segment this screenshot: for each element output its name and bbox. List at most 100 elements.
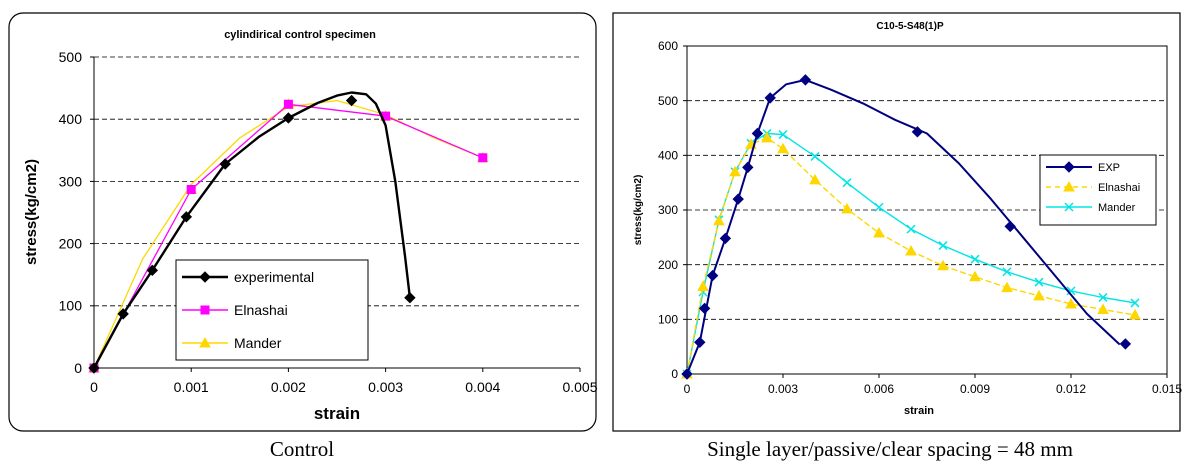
right-data-point-exp: [751, 127, 764, 140]
right-data-point-elnashai: [1097, 303, 1109, 314]
left-legend-marker-elnashai: [200, 305, 210, 315]
left-x-tick-label: 0.005: [562, 379, 597, 395]
left-legend-label-mander: Mander: [234, 335, 282, 351]
right-data-point-exp: [732, 193, 744, 205]
left-y-axis-label: stress(kg/cm2): [23, 159, 40, 265]
right-data-point-mander: [1002, 267, 1012, 277]
right-data-point-mander: [906, 224, 916, 234]
left-y-tick-label: 200: [59, 236, 83, 252]
left-data-point-experimental: [180, 211, 193, 223]
right-data-point-exp: [1119, 338, 1132, 350]
right-data-point-mander: [938, 241, 948, 251]
right-x-tick-label: 0.015: [1152, 382, 1182, 396]
left-data-point-experimental: [146, 264, 159, 277]
right-y-tick-label: 200: [658, 258, 678, 272]
left-legend-label-experimental: experimental: [234, 269, 314, 285]
right-data-point-mander: [970, 254, 980, 264]
left-legend-marker-experimental: [199, 271, 211, 283]
left-y-tick-label: 500: [59, 49, 83, 65]
right-legend-label-exp: EXP: [1098, 162, 1120, 174]
right-data-point-elnashai: [729, 165, 741, 177]
right-data-point-exp: [742, 161, 754, 174]
right-data-point-elnashai: [1033, 289, 1045, 301]
right-data-point-elnashai: [809, 173, 821, 185]
right-data-point-elnashai: [873, 226, 885, 238]
right-data-point-mander: [810, 151, 820, 161]
right-x-tick-label: 0.006: [864, 382, 894, 396]
right-data-point-mander: [874, 202, 884, 212]
left-x-tick-label: 0.001: [174, 379, 209, 395]
right-x-tick-label: 0.009: [960, 382, 990, 396]
left-x-tick-label: 0.003: [368, 379, 403, 395]
left-y-tick-label: 100: [59, 298, 83, 314]
left-y-tick-label: 400: [59, 111, 83, 127]
left-data-point-elnashai: [186, 184, 196, 194]
left-data-point-experimental: [282, 112, 295, 124]
left-y-tick-label: 0: [74, 360, 82, 376]
left-data-point-experimental: [345, 94, 358, 107]
right-data-point-elnashai: [1001, 281, 1013, 293]
right-data-point-exp: [719, 232, 732, 245]
left-caption: Control: [269, 437, 335, 461]
right-y-tick-label: 400: [658, 149, 678, 163]
left-data-point-experimental: [404, 292, 416, 304]
left-data-point-experimental: [117, 308, 129, 320]
right-legend-label-mander: Mander: [1098, 202, 1136, 214]
right-data-point-exp: [764, 92, 776, 104]
right-data-point-exp: [698, 302, 711, 315]
left-data-point-elnashai: [478, 153, 488, 163]
right-chart-title: C10-5-S48(1)P: [876, 21, 944, 32]
right-data-point-mander: [842, 178, 852, 188]
right-y-tick-label: 0: [671, 367, 678, 381]
right-data-point-elnashai: [1129, 308, 1141, 320]
right-data-point-elnashai: [841, 202, 853, 214]
right-caption: Single layer/passive/clear spacing = 48 …: [707, 437, 1073, 461]
right-data-point-exp: [911, 126, 924, 138]
left-data-point-experimental: [88, 362, 100, 374]
left-data-point-experimental: [219, 158, 231, 170]
right-data-point-mander: [1098, 292, 1108, 302]
right-series-line-elnashai: [686, 137, 1136, 375]
right-x-tick-label: 0.003: [768, 382, 798, 396]
right-legend-marker-mander: [1064, 202, 1074, 212]
right-y-tick-label: 600: [658, 39, 678, 53]
right-y-axis-label: stress(kg/cm2): [633, 175, 644, 246]
left-legend-label-elnashai: Elnashai: [234, 302, 288, 318]
right-data-point-mander: [1066, 286, 1076, 296]
right-series-line-exp: [686, 78, 1120, 375]
right-y-tick-label: 300: [658, 203, 678, 217]
right-x-axis-label: strain: [904, 405, 934, 417]
right-data-point-mander: [1034, 277, 1044, 287]
right-data-point-exp: [681, 368, 693, 380]
left-chart-title: cylindirical control specimen: [224, 29, 376, 41]
left-x-axis-label: strain: [314, 404, 360, 423]
right-data-point-elnashai: [937, 259, 949, 271]
right-y-tick-label: 100: [658, 313, 678, 327]
right-data-point-elnashai: [713, 214, 725, 226]
left-x-tick-label: 0.002: [271, 379, 306, 395]
right-data-point-elnashai: [969, 270, 981, 282]
right-data-point-mander: [778, 130, 788, 140]
right-x-tick-label: 0.012: [1056, 382, 1086, 396]
left-x-tick-label: 0: [90, 379, 98, 395]
right-data-point-exp: [706, 269, 719, 282]
right-data-point-exp: [799, 74, 812, 86]
right-legend-marker-exp: [1063, 161, 1075, 173]
right-data-point-exp: [694, 336, 706, 349]
left-y-tick-label: 300: [59, 173, 83, 189]
right-legend-marker-elnashai: [1063, 180, 1075, 192]
right-x-tick-label: 0: [684, 382, 691, 396]
right-data-point-mander: [1130, 298, 1140, 308]
left-x-tick-label: 0.004: [465, 379, 500, 395]
right-y-tick-label: 500: [658, 94, 678, 108]
right-data-point-elnashai: [697, 280, 709, 292]
right-data-point-elnashai: [777, 142, 789, 154]
right-data-point-exp: [1004, 220, 1016, 233]
left-series-line-experimental: [92, 91, 412, 370]
right-data-point-elnashai: [905, 244, 917, 256]
right-data-point-elnashai: [761, 131, 773, 143]
right-data-point-elnashai: [1065, 297, 1077, 309]
right-legend-label-elnashai: Elnashai: [1098, 182, 1140, 194]
left-legend-marker-mander: [199, 336, 211, 348]
